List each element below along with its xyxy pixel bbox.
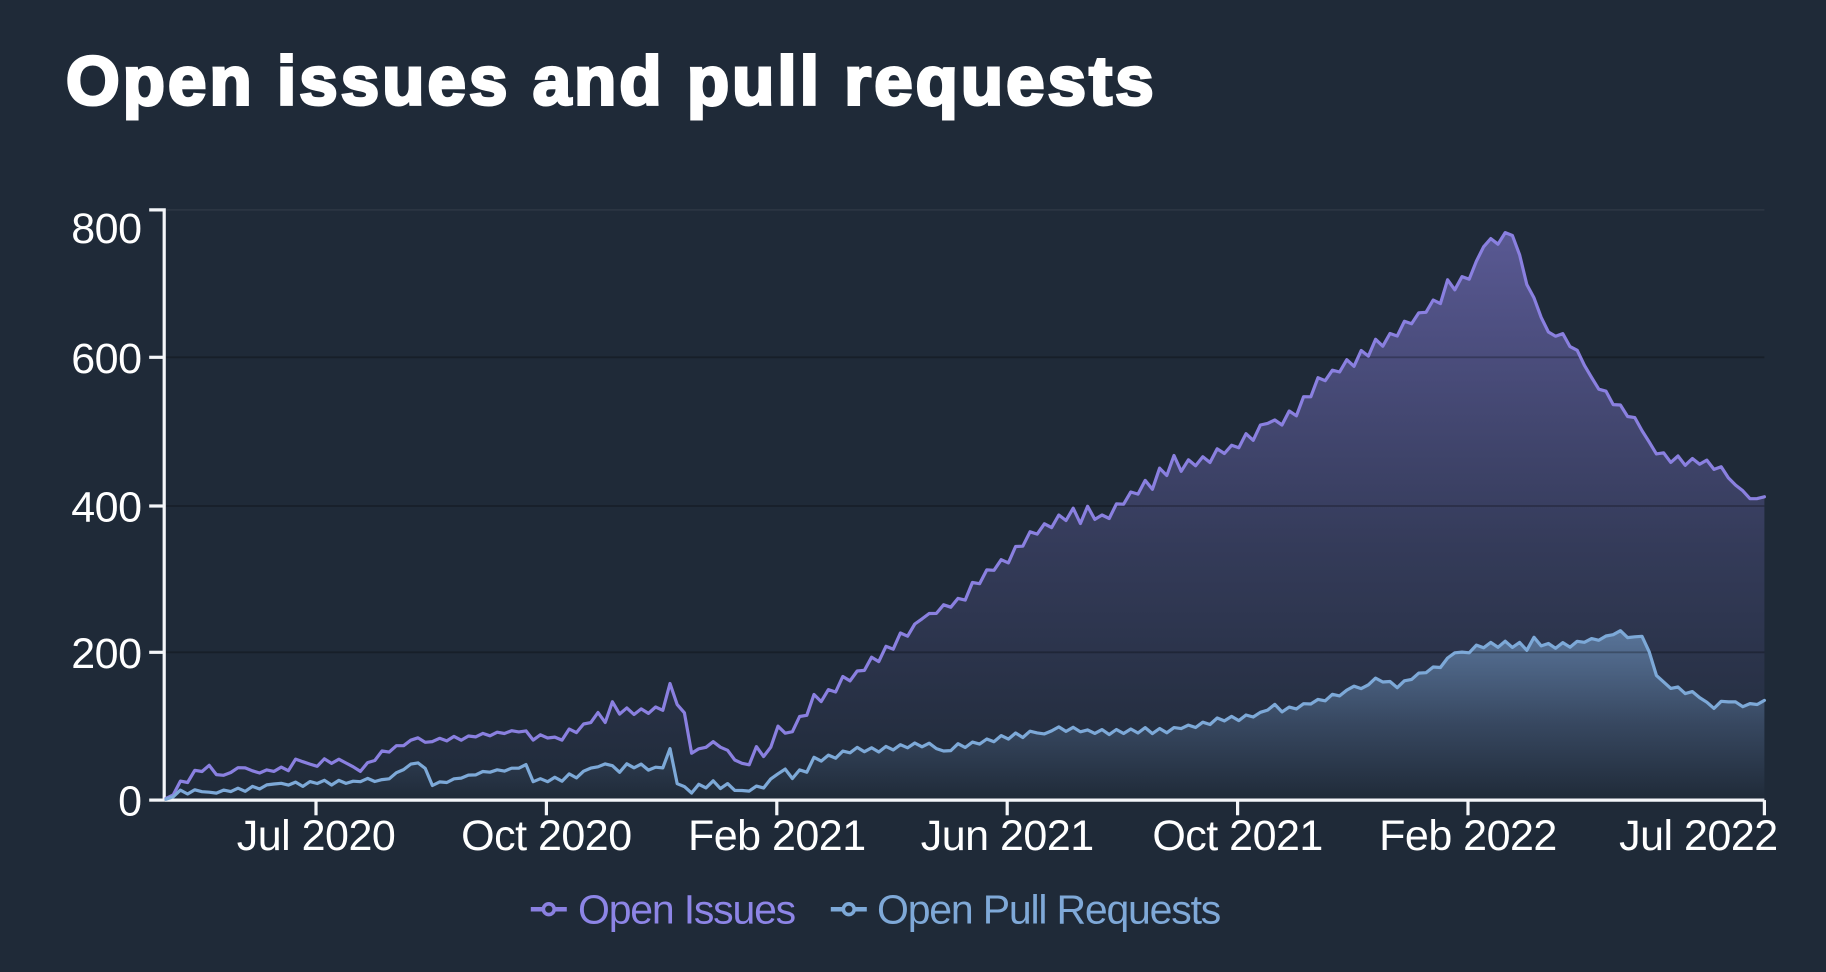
svg-text:Feb 2021: Feb 2021 [688,812,866,860]
svg-text:400: 400 [71,484,141,532]
svg-text:Open Pull Requests: Open Pull Requests [877,887,1221,933]
svg-text:Feb 2022: Feb 2022 [1379,812,1557,860]
svg-text:Open issues and pull requests: Open issues and pull requests [66,43,1157,120]
svg-text:Open Issues: Open Issues [578,887,796,933]
svg-text:600: 600 [71,335,141,383]
svg-text:0: 0 [118,778,141,826]
svg-text:Oct 2021: Oct 2021 [1152,812,1323,860]
svg-text:Jun 2021: Jun 2021 [921,812,1094,860]
svg-text:200: 200 [71,630,141,678]
svg-text:Oct 2020: Oct 2020 [461,812,632,860]
svg-text:Jul 2020: Jul 2020 [237,812,396,860]
svg-text:Jul 2022: Jul 2022 [1619,812,1778,860]
svg-text:800: 800 [71,205,141,253]
